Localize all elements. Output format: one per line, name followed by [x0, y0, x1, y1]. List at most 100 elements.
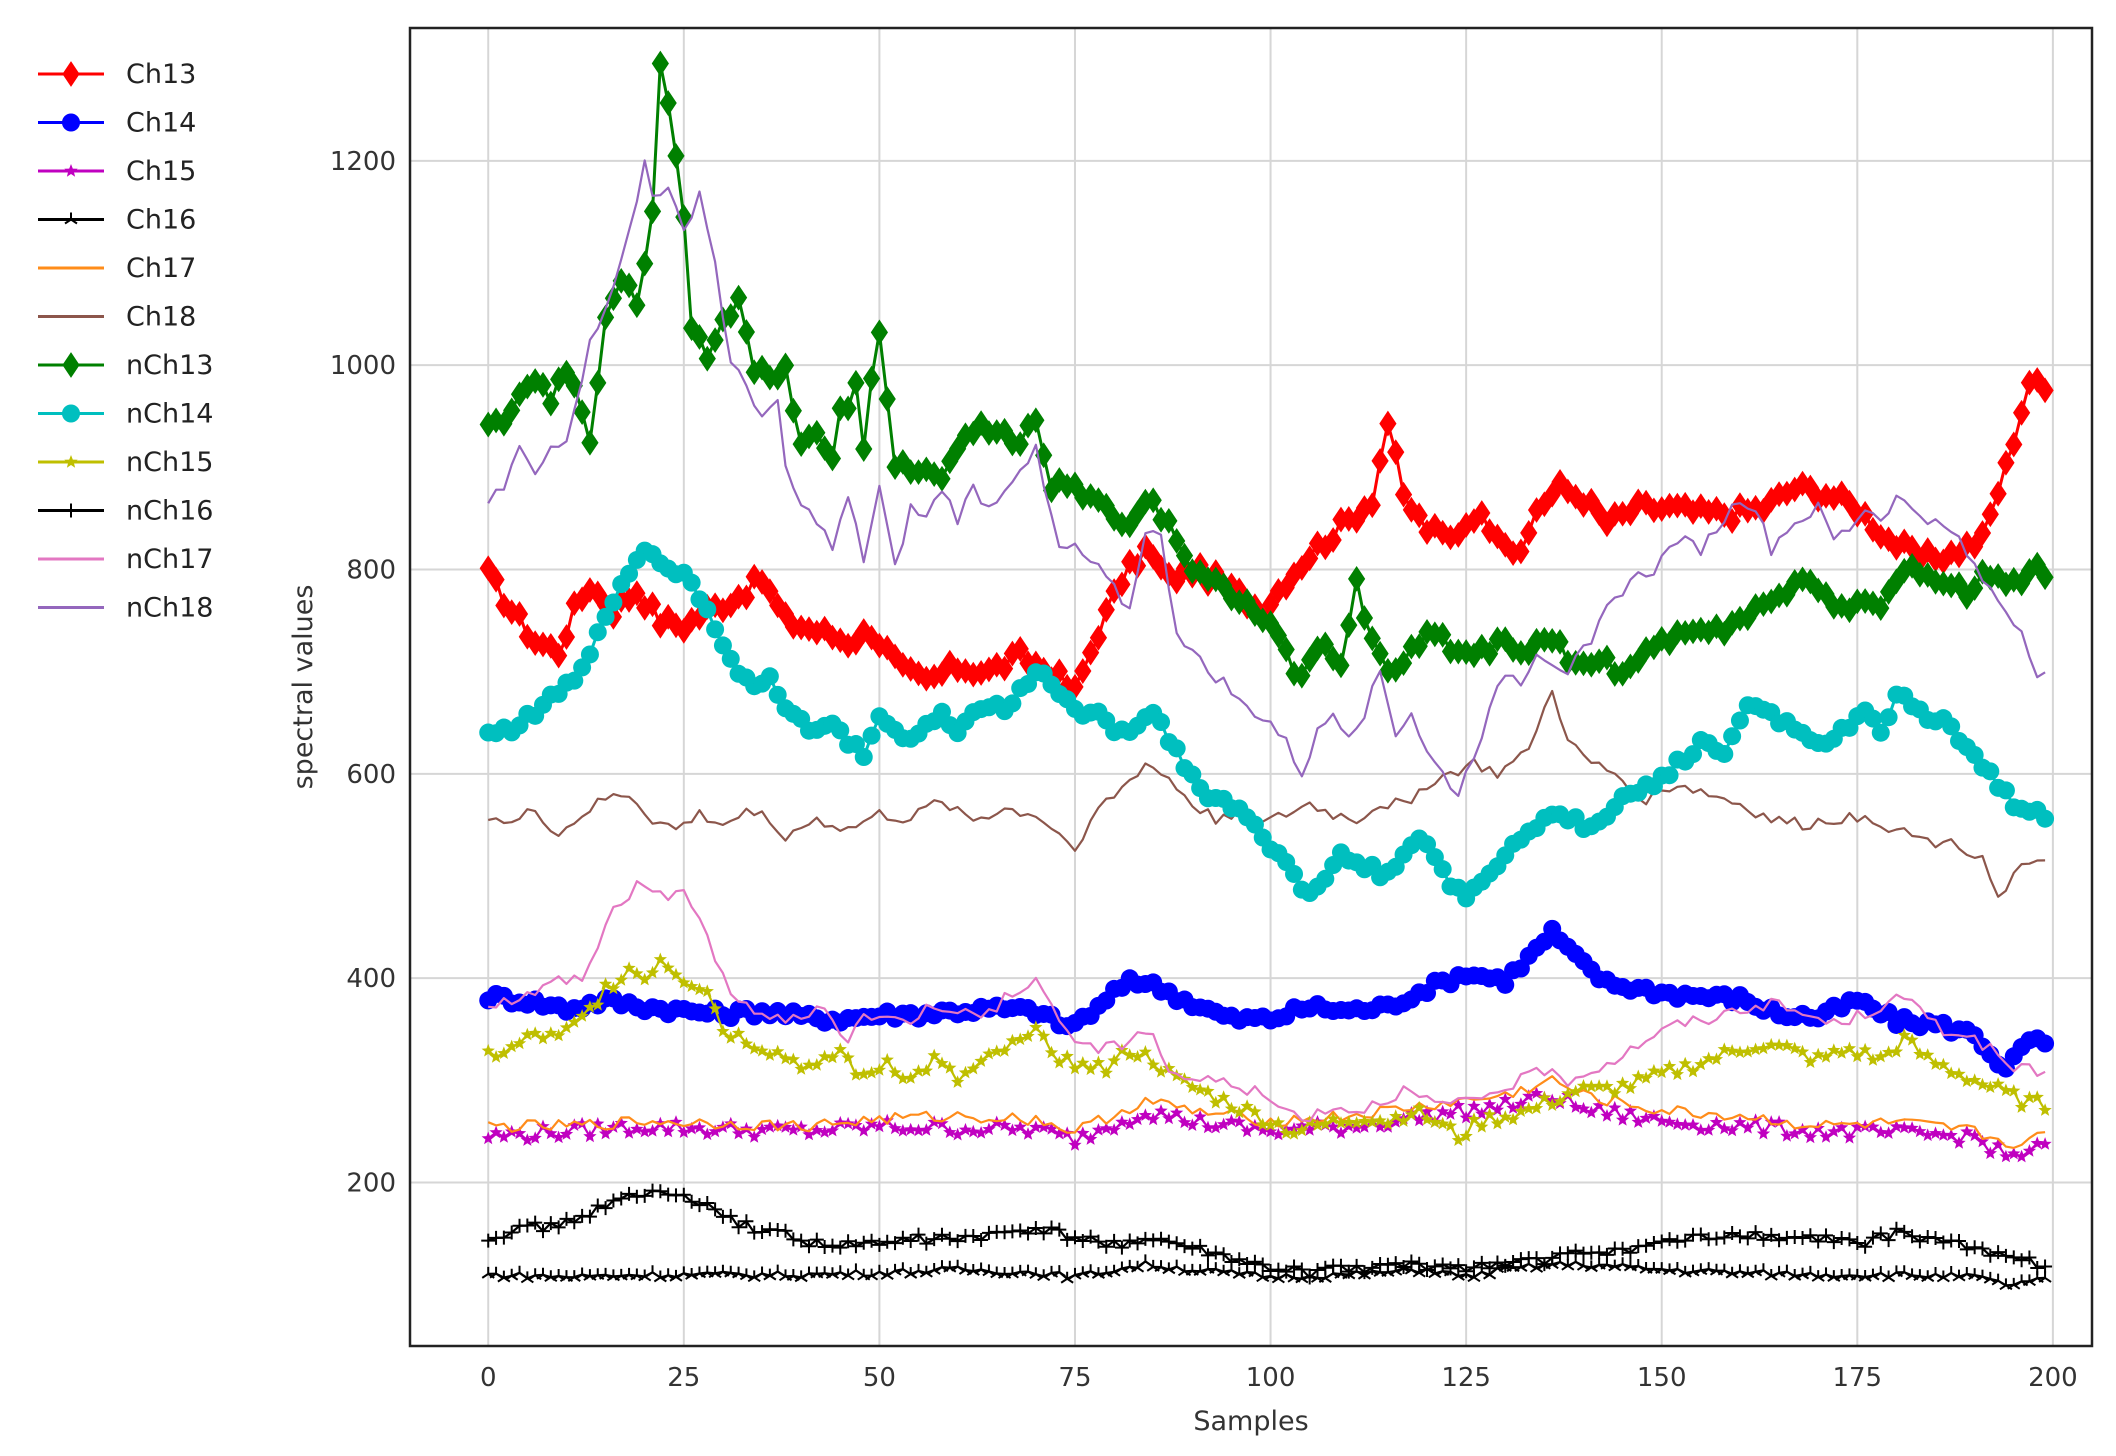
- data-point-ch13: [628, 580, 646, 607]
- data-point-nch13: [784, 397, 802, 424]
- data-point-nch15: [1647, 1063, 1661, 1077]
- data-point-ch13: [1011, 635, 1029, 662]
- data-point-nch15: [2007, 1084, 2021, 1097]
- data-point-ch15: [1029, 1120, 1043, 1133]
- data-point-ch13: [1879, 526, 1898, 553]
- data-point-ch15: [1420, 1104, 1434, 1118]
- series-layer: [479, 50, 2055, 1291]
- data-point-nch16: [801, 1239, 816, 1254]
- data-point-ch16: [865, 1268, 879, 1281]
- data-point-nch16: [974, 1232, 989, 1247]
- data-point-ch15: [1835, 1120, 1849, 1134]
- data-point-nch14: [706, 620, 725, 639]
- data-point-ch15: [645, 1124, 660, 1137]
- data-point-nch13: [823, 445, 842, 472]
- legend-item-ch13: Ch13: [38, 59, 196, 90]
- data-point-nch14: [1316, 869, 1335, 888]
- data-point-ch16: [638, 1269, 652, 1282]
- data-point-ch16: [1897, 1265, 1911, 1278]
- data-point-ch13: [1128, 552, 1147, 579]
- data-point-ch13: [1473, 500, 1491, 526]
- y-tick-label: 1200: [330, 147, 396, 177]
- data-point-ch15: [1921, 1128, 1935, 1142]
- data-point-ch15: [528, 1131, 542, 1144]
- data-point-ch15: [559, 1127, 574, 1140]
- data-point-ch15: [951, 1127, 965, 1141]
- data-point-nch13: [2036, 564, 2054, 591]
- data-point-nch16: [1216, 1247, 1231, 1262]
- series-nch15: [481, 952, 2052, 1146]
- data-point-nch16: [1208, 1245, 1223, 1260]
- data-point-ch15: [1467, 1099, 1481, 1112]
- x-tick-label: 50: [863, 1363, 896, 1393]
- data-point-nch16: [1114, 1240, 1129, 1255]
- data-point-nch16: [1091, 1234, 1106, 1249]
- data-point-nch15: [1694, 1057, 1708, 1071]
- data-point-ch15: [974, 1126, 988, 1139]
- data-point-nch14: [682, 573, 701, 592]
- data-point-nch15: [685, 979, 699, 992]
- gridlines: [410, 28, 2092, 1346]
- data-point-ch15: [1913, 1124, 1927, 1138]
- data-point-nch15: [1999, 1083, 2013, 1097]
- legend-item-ch16: Ch16: [38, 205, 196, 236]
- data-point-nch15: [1076, 1056, 1090, 1069]
- data-point-ch13: [878, 634, 896, 661]
- data-point-ch13: [1496, 531, 1514, 558]
- data-point-nch16: [934, 1227, 949, 1242]
- data-point-ch16: [919, 1265, 933, 1278]
- data-point-nch15: [927, 1048, 941, 1062]
- data-point-nch15: [559, 1020, 574, 1034]
- data-point-ch15: [1897, 1120, 1911, 1134]
- data-point-ch16: [1944, 1265, 1958, 1278]
- data-point-nch16: [598, 1201, 613, 1216]
- x-tick-label: 200: [2028, 1363, 2078, 1393]
- legend-label: nCh15: [126, 447, 213, 478]
- data-point-nch15: [888, 1065, 902, 1079]
- data-point-nch16: [1639, 1238, 1654, 1253]
- data-point-nch15: [552, 1028, 566, 1042]
- data-point-nch15: [1678, 1056, 1692, 1070]
- data-point-nch16: [1560, 1246, 1575, 1261]
- data-point-nch13: [1191, 559, 1209, 585]
- data-point-nch16: [1021, 1226, 1036, 1241]
- data-point-ch13: [1481, 518, 1499, 545]
- data-point-ch15: [888, 1121, 902, 1135]
- data-point-nch15: [1389, 1109, 1403, 1122]
- data-point-nch15: [528, 1026, 542, 1039]
- legend-label: Ch17: [126, 253, 196, 284]
- data-point-nch13: [1089, 487, 1108, 514]
- x-tick-label: 75: [1058, 1363, 1091, 1393]
- data-point-ch16: [1170, 1259, 1184, 1272]
- data-point-nch15: [763, 1048, 777, 1061]
- data-point-ch15: [904, 1122, 918, 1136]
- data-point-nch13: [604, 285, 623, 312]
- data-point-nch15: [1240, 1099, 1254, 1112]
- data-point-ch15: [755, 1122, 769, 1136]
- data-point-nch15: [692, 982, 707, 996]
- data-point-nch16: [2014, 1253, 2029, 1268]
- data-point-nch16: [1795, 1231, 1810, 1246]
- data-point-nch13: [1035, 442, 1053, 469]
- y-tick-label: 1000: [330, 351, 396, 381]
- data-point-nch15: [489, 1050, 503, 1063]
- data-point-ch15: [1960, 1124, 1974, 1138]
- data-point-ch13: [995, 655, 1014, 682]
- data-point-ch13: [1097, 596, 1115, 623]
- data-point-nch14: [1418, 835, 1437, 854]
- data-point-ch13: [1989, 480, 2007, 507]
- data-point-ch15: [1772, 1115, 1786, 1128]
- data-point-nch15: [1146, 1057, 1160, 1071]
- data-point-nch15: [1209, 1095, 1223, 1109]
- data-point-ch16: [1725, 1266, 1739, 1279]
- data-point-nch15: [1960, 1074, 1974, 1088]
- data-point-nch15: [1522, 1101, 1536, 1115]
- data-point-nch16: [1333, 1258, 1348, 1273]
- data-point-ch15: [1443, 1107, 1458, 1120]
- data-point-nch16: [1787, 1229, 1802, 1244]
- data-point-nch14: [1183, 765, 1202, 784]
- data-point-ch14: [2036, 1034, 2055, 1053]
- y-axis-label: spectral values: [288, 585, 319, 790]
- data-point-ch16: [567, 1270, 581, 1282]
- legend-marker: [62, 404, 80, 423]
